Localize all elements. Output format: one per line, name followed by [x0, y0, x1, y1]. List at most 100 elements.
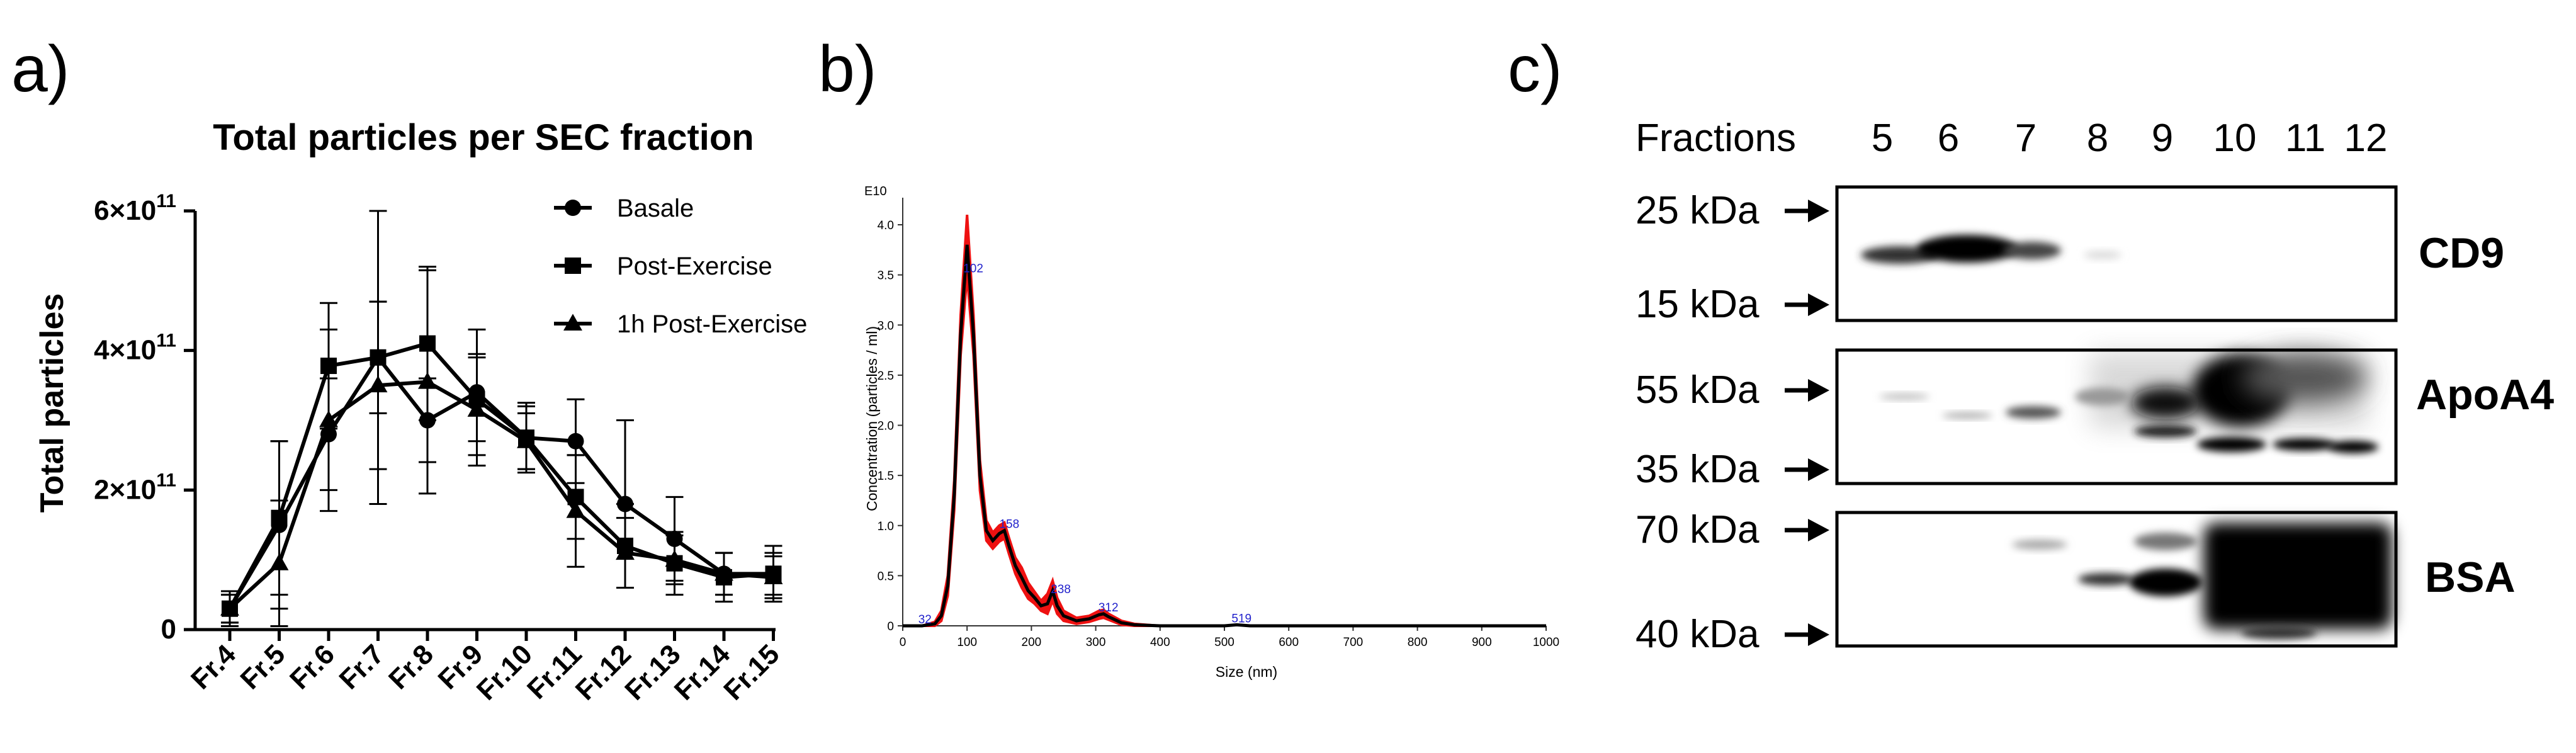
chart-b-y-tick-label: 2.0	[878, 420, 894, 433]
chart-a-x-tick-label: Fr.10	[471, 638, 538, 706]
chart-a-axes	[193, 211, 776, 631]
fraction-number: 9	[2152, 116, 2173, 160]
chart-a-x-tick-label: Fr.13	[619, 638, 686, 706]
protein-label: CD9	[2419, 229, 2504, 277]
chart-a-x-tick-label: Fr.7	[334, 638, 390, 695]
fraction-number: 8	[2087, 116, 2108, 160]
chart-a-point	[715, 563, 733, 581]
marker-label: 25 kDa	[1635, 189, 1760, 232]
fraction-number: 11	[2285, 116, 2325, 160]
chart-a-legend-marker	[565, 258, 581, 274]
band-bsa-11-lower	[2241, 626, 2317, 639]
band-apoa4-9	[2134, 425, 2197, 438]
chart-b-peak-label: 32	[918, 613, 932, 626]
band-apoa4-11	[2273, 438, 2336, 451]
chart-b-x-tick-label: 600	[1279, 636, 1299, 649]
band-bsa-9-upper	[2134, 533, 2197, 550]
chart-a-legend-marker	[565, 200, 581, 216]
marker-arrow-head	[1808, 623, 1829, 646]
chart-a-y-tick-label: 4×1011	[94, 331, 176, 366]
band-apoa4-7	[2006, 406, 2061, 419]
chart-a-point	[319, 410, 338, 427]
chart-b-y-exponent: E10	[864, 184, 887, 198]
chart-b-peak-labels: 32 102 158 238 312 519	[918, 263, 1251, 626]
protein-label: ApoA4	[2416, 371, 2554, 419]
chart-a: Total particles per SEC fraction Total p…	[34, 117, 807, 706]
chart-a-point	[368, 375, 388, 393]
chart-a-point	[418, 371, 437, 389]
chart-a-y-ticks: 0 2×1011 4×1011 6×1011	[94, 191, 195, 645]
band-apoa4-8	[2075, 388, 2130, 405]
chart-b-y-tick-label: 3.0	[878, 319, 894, 332]
marker-arrow-head	[1808, 293, 1829, 316]
chart-a-legend-label: Basale	[617, 195, 694, 222]
chart-a-x-tick-label: Fr.11	[521, 638, 588, 705]
chart-b-y-tick-label: 1.5	[878, 470, 894, 483]
chart-b-y-axis-label: Concentration (particles / ml)	[864, 326, 880, 511]
band-apoa4-11-upper	[2241, 353, 2367, 403]
chart-b-x-tick-label: 1000	[1533, 636, 1559, 649]
band-bsa-7	[2012, 540, 2067, 550]
chart-a-point	[220, 599, 239, 616]
chart-b-peak-label: 102	[963, 263, 983, 276]
chart-b-y-tick-label: 0.5	[878, 570, 894, 583]
western-blot: Fractions 5 6 7 8 9 10 11 12	[1635, 116, 2554, 656]
chart-b-x-tick-label: 700	[1343, 636, 1364, 649]
chart-b-peak-label: 158	[999, 518, 1019, 531]
chart-b-y-tick-label: 4.0	[878, 219, 894, 232]
chart-b-mean-line	[903, 244, 1546, 628]
band-apoa4-12	[2328, 441, 2378, 453]
panel-label-b: b)	[818, 33, 877, 106]
chart-a-x-tick-label: Fr.4	[185, 638, 242, 695]
chart-a-x-tick-label: Fr.5	[235, 638, 291, 695]
band-cd9-8	[2084, 251, 2121, 259]
band-bsa-9	[2129, 569, 2202, 596]
band-cd9-6	[1917, 235, 2018, 263]
chart-a-x-tick-label: Fr.6	[284, 638, 341, 695]
chart-a-point	[517, 431, 536, 448]
chart-a-point	[566, 501, 585, 518]
chart-a-y-axis-label: Total particles	[34, 293, 71, 513]
marker-label: 70 kDa	[1635, 508, 1760, 552]
blot-bands	[1861, 235, 2392, 639]
chart-a-y-tick-label: 0	[161, 614, 176, 645]
band-bsa-10-12	[2203, 523, 2392, 630]
chart-a-point	[567, 433, 584, 450]
fraction-number: 5	[1872, 116, 1893, 160]
chart-a-x-tick-label: Fr.12	[570, 638, 637, 706]
chart-a-legend-marker	[563, 314, 582, 331]
chart-b-y-tick-label: 1.0	[878, 520, 894, 533]
band-apoa4-10	[2197, 437, 2266, 452]
marker-arrow-head	[1808, 379, 1829, 402]
marker-label: 35 kDa	[1635, 448, 1760, 491]
fractions-label: Fractions	[1635, 116, 1796, 160]
protein-labels: CD9 ApoA4 BSA	[2416, 229, 2554, 601]
marker-arrow-head	[1808, 200, 1829, 222]
chart-b-x-tick-label: 900	[1472, 636, 1492, 649]
chart-b-peak-label: 519	[1231, 612, 1251, 625]
fraction-number: 12	[2344, 116, 2388, 160]
chart-a-series-line	[228, 380, 774, 610]
chart-b-x-tick-label: 100	[957, 636, 977, 649]
band-bsa-8	[2078, 573, 2133, 586]
marker-arrow-head	[1808, 519, 1829, 541]
marker-label: 15 kDa	[1635, 283, 1760, 326]
molecular-weight-markers: 25 kDa 15 kDa 55 kDa 35 kDa 70 kDa 40 kDa	[1635, 189, 1829, 656]
chart-b-x-tick-label: 800	[1408, 636, 1428, 649]
fraction-number: 10	[2213, 116, 2257, 160]
marker-label: 40 kDa	[1635, 613, 1760, 656]
chart-a-x-ticks: Fr.4Fr.5Fr.6Fr.7Fr.8Fr.9Fr.10Fr.11Fr.12F…	[185, 630, 786, 706]
chart-b-x-tick-label: 500	[1214, 636, 1234, 649]
chart-b-x-tick-label: 300	[1086, 636, 1106, 649]
chart-b-ticks: 0 100 200 300 400 500 600 700 800 900 1000 0 0.5 1.0 1…	[878, 219, 1560, 649]
fraction-number: 6	[1938, 116, 1959, 160]
band-cd9-7	[2003, 242, 2061, 259]
chart-a-title: Total particles per SEC fraction	[213, 117, 754, 158]
band-apoa4-5	[1879, 393, 1929, 400]
chart-a-legend-label: Post-Exercise	[617, 252, 772, 280]
panel-label-c: c)	[1508, 33, 1562, 106]
blot-frames	[1835, 185, 2398, 648]
fraction-numbers: 5 6 7 8 9 10 11 12	[1872, 116, 2388, 160]
marker-arrow-head	[1808, 458, 1829, 481]
